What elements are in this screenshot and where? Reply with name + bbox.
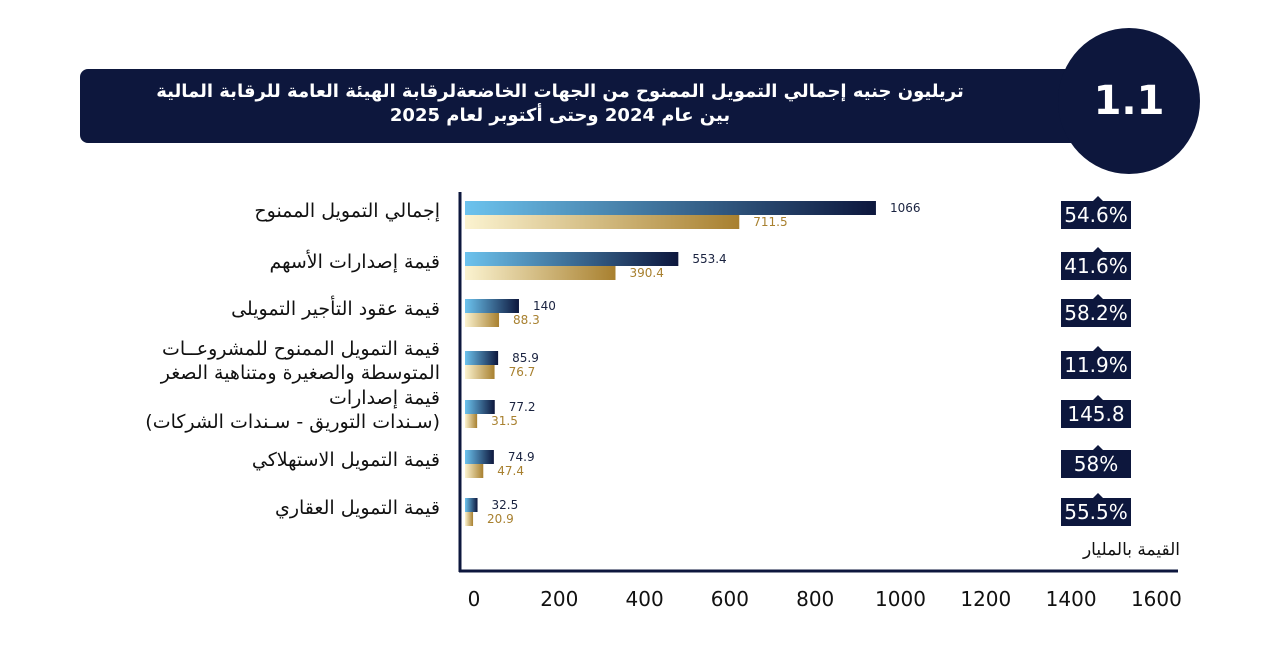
growth-badge: 55.5% [1061, 493, 1131, 526]
bar-series-2 [465, 266, 616, 280]
category-label-line: قيمة التمويل الاستهلاكي [251, 449, 440, 471]
bar-series-1 [465, 201, 876, 215]
category-label: إجمالي التمويل الممنوح [20, 199, 440, 223]
bar-series-1 [465, 450, 494, 464]
bar-series-1 [465, 498, 478, 512]
bar-series-1 [465, 299, 519, 313]
chart-title: تريليون جنيه إجمالي التمويل الممنوح من ا… [100, 80, 1020, 128]
bar-value-label: 32.5 [492, 498, 519, 512]
x-tick-label: 1400 [1046, 587, 1097, 611]
x-tick-label: 1200 [960, 587, 1011, 611]
bar-value-label: 140 [533, 299, 556, 313]
growth-badge: 58% [1061, 445, 1131, 478]
bar-series-2 [465, 512, 474, 526]
bar-value-label: 711.5 [753, 215, 787, 229]
bar-value-label: 76.7 [509, 365, 536, 379]
growth-badge: 58.2% [1061, 294, 1131, 327]
category-label: قيمة إصدارات الأسهم [20, 250, 440, 274]
x-tick-label: 400 [626, 587, 664, 611]
bar-value-label: 553.4 [692, 252, 726, 266]
bar-series-2 [465, 215, 740, 229]
category-label-line: قيمة إصدارات الأسهم [269, 251, 440, 273]
growth-badge: 145.8 [1061, 395, 1131, 428]
bar-value-label: 74.9 [508, 450, 535, 464]
title-line-2: بين عام 2024 وحتى أكتوبر لعام 2025 [389, 105, 731, 126]
x-axis-label: القيمة بالمليار [1082, 540, 1180, 560]
title-banner [80, 69, 1160, 143]
bar-value-label: 1066 [890, 201, 921, 215]
growth-badge: 41.6% [1061, 247, 1131, 280]
category-label-line: قيمة التمويل الممنوح للمشروعــات [161, 338, 440, 360]
category-label: قيمة التمويل الاستهلاكي [20, 448, 440, 472]
category-label-line: المتوسطة والصغيرة ومتناهية الصغر [160, 362, 440, 384]
growth-badge: 11.9% [1061, 346, 1131, 379]
x-tick-label: 600 [711, 587, 749, 611]
x-tick-label: 1000 [875, 587, 926, 611]
category-label: قيمة إصدارات (سـندات التوريق - سـندات الش… [20, 386, 440, 434]
category-label-line: قيمة إصدارات [328, 387, 440, 409]
growth-badge: 54.6% [1061, 196, 1131, 229]
bar-value-label: 31.5 [491, 414, 518, 428]
x-tick-label: 200 [540, 587, 578, 611]
bar-value-label: 390.4 [629, 266, 663, 280]
category-label: قيمة التمويل العقاري [20, 496, 440, 520]
title-line-1: تريليون جنيه إجمالي التمويل الممنوح من ا… [156, 81, 964, 102]
category-label: قيمة التمويل الممنوح للمشروعــات المتوسطة… [20, 337, 440, 385]
x-tick-label: 1600 [1131, 587, 1182, 611]
bar-series-2 [465, 365, 495, 379]
bar-value-label: 88.3 [513, 313, 540, 327]
bar-series-1 [465, 351, 499, 365]
category-label-line: قيمة التمويل العقاري [274, 497, 440, 519]
bar-value-label: 85.9 [512, 351, 539, 365]
category-label-line: إجمالي التمويل الممنوح [254, 200, 440, 222]
bar-value-label: 77.2 [509, 400, 536, 414]
bar-value-label: 47.4 [497, 464, 524, 478]
x-tick-label: 0 [468, 587, 481, 611]
category-label-line: (سـندات التوريق - سـندات الشركات) [145, 411, 440, 433]
category-label: قيمة عقود التأجير التمويلى [20, 297, 440, 321]
category-label-line: قيمة عقود التأجير التمويلى [231, 298, 440, 320]
x-tick-label: 800 [796, 587, 834, 611]
bar-series-2 [465, 313, 500, 327]
bar-series-2 [465, 464, 484, 478]
bar-series-1 [465, 252, 679, 266]
bar-series-2 [465, 414, 478, 428]
bar-value-label: 20.9 [487, 512, 514, 526]
bar-series-1 [465, 400, 495, 414]
section-badge: 1.1 [1058, 28, 1200, 174]
